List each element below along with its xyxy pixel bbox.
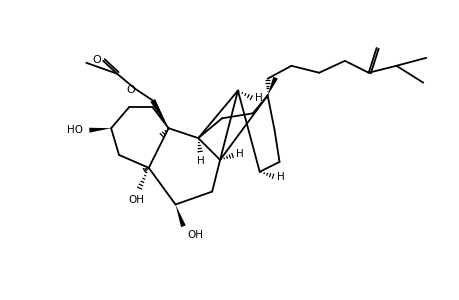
Polygon shape — [175, 205, 185, 227]
Text: O: O — [93, 55, 101, 65]
Text: HO: HO — [67, 125, 83, 135]
Polygon shape — [150, 99, 168, 128]
Text: H: H — [197, 156, 205, 166]
Polygon shape — [89, 128, 111, 133]
Text: H: H — [235, 149, 243, 159]
Text: H: H — [254, 94, 262, 103]
Text: H: H — [276, 172, 284, 182]
Text: OH: OH — [129, 194, 145, 205]
Text: OH: OH — [187, 230, 203, 240]
Text: O: O — [126, 85, 135, 94]
Polygon shape — [267, 77, 277, 95]
